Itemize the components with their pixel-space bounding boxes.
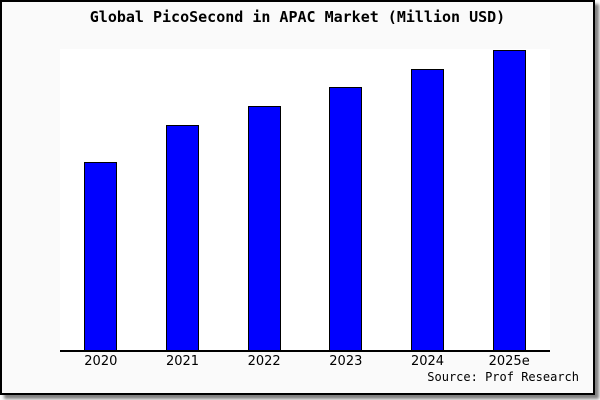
source-credit: Source: Prof Research xyxy=(427,370,579,384)
x-tick-label-2024: 2024 xyxy=(410,354,445,369)
x-tick-label-2022: 2022 xyxy=(247,354,281,369)
x-tick-label-2023: 2023 xyxy=(329,354,363,369)
bar-2020 xyxy=(84,162,117,350)
x-tick-label-2020: 2020 xyxy=(84,354,118,369)
bar-2022 xyxy=(248,106,281,350)
x-tick-label-2025e: 2025e xyxy=(488,354,530,369)
chart-title: Global PicoSecond in APAC Market (Millio… xyxy=(89,8,506,26)
x-tick-label-2021: 2021 xyxy=(165,354,200,369)
plot-area xyxy=(60,49,550,352)
chart-figure: Global PicoSecond in APAC Market (Millio… xyxy=(0,0,595,395)
bar-2024 xyxy=(411,69,444,350)
bar-2021 xyxy=(166,125,199,350)
bar-2025e xyxy=(493,50,526,350)
x-axis: 2020 2021 2022 2023 2024 2025e xyxy=(60,354,550,372)
bar-2023 xyxy=(329,87,362,350)
